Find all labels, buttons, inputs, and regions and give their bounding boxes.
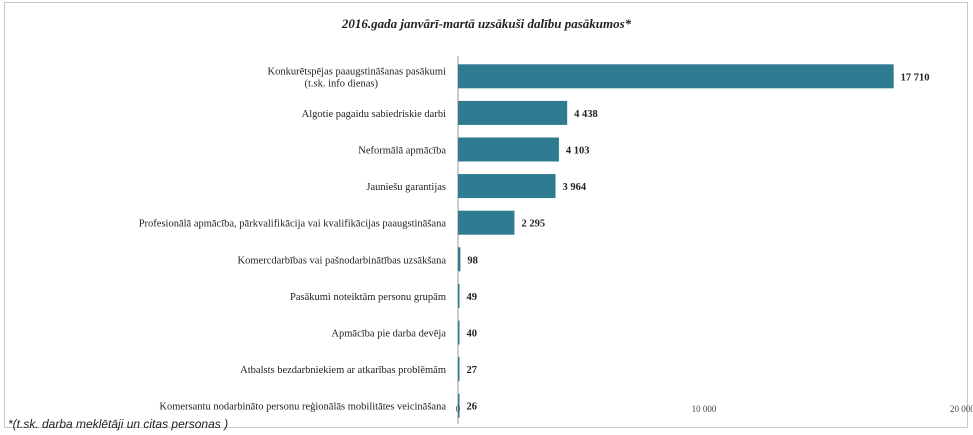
chart-title: 2016.gada janvārī-martā uzsākuši dalību … xyxy=(341,16,632,31)
bar xyxy=(458,357,460,382)
bar xyxy=(458,174,556,199)
chart-footnote: *(t.sk. darba meklētāji un citas persona… xyxy=(8,417,229,431)
bar xyxy=(458,247,461,272)
category-label: Pasākumi noteiktām personu grupām xyxy=(290,292,446,303)
data-label: 26 xyxy=(467,402,478,413)
x-tick-label: 10 000 xyxy=(692,404,717,414)
category-label: Algotie pagaidu sabiedriskie darbi xyxy=(302,109,446,120)
category-label: Neformālā apmācība xyxy=(358,146,446,157)
category-label: Atbalsts bezdarbniekiem ar atkarības pro… xyxy=(240,365,446,376)
bar xyxy=(458,320,460,345)
category-label: Jauniešu garantijas xyxy=(366,182,446,193)
bar xyxy=(458,283,460,308)
data-label: 3 964 xyxy=(563,182,587,193)
data-label: 4 103 xyxy=(566,146,590,157)
bar xyxy=(458,393,460,418)
x-tick-label: 20 000 xyxy=(950,404,973,414)
data-label: 40 xyxy=(467,329,478,340)
category-label: Komersantu nodarbināto personu reģionālā… xyxy=(159,402,446,413)
data-label: 17 710 xyxy=(901,72,930,83)
data-label: 98 xyxy=(467,255,478,266)
bar xyxy=(458,137,559,162)
data-label: 4 438 xyxy=(574,109,598,120)
chart-frame xyxy=(4,2,968,428)
category-label: Profesionālā apmācība, pārkvalifikācija … xyxy=(139,219,447,230)
bar xyxy=(458,100,568,125)
category-label: Komercdarbības vai pašnodarbinātības uzs… xyxy=(238,255,447,266)
x-tick-label: 0 xyxy=(456,404,461,414)
category-label: Apmācība pie darba devēja xyxy=(331,329,446,340)
bar xyxy=(458,64,894,89)
data-label: 49 xyxy=(467,292,478,303)
data-label: 2 295 xyxy=(521,219,545,230)
category-label: Konkurētspējas paaugstināšanas pasākumi(… xyxy=(268,66,447,89)
data-label: 27 xyxy=(467,365,478,376)
bar xyxy=(458,210,515,235)
